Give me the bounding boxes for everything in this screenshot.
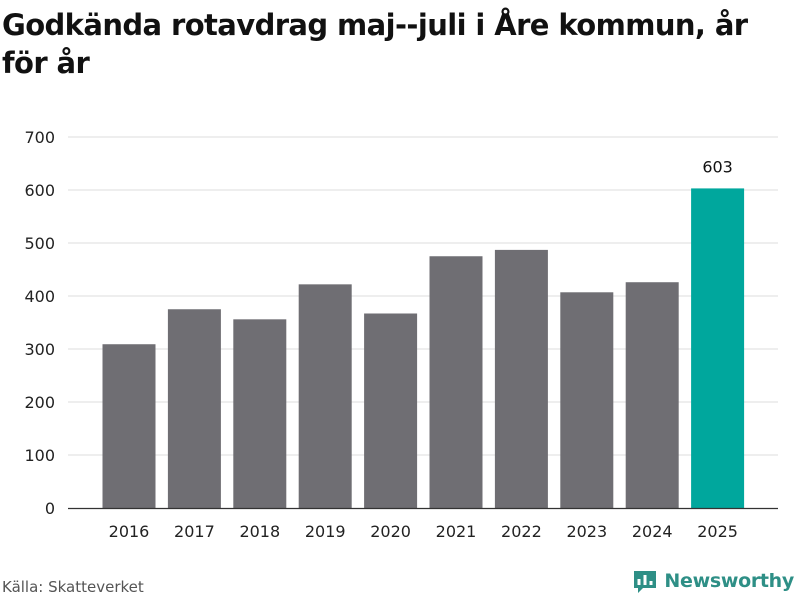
bar-2021	[429, 256, 483, 508]
data-labels: 603	[702, 157, 733, 176]
y-tick-label: 200	[24, 393, 55, 412]
bar-2018	[233, 319, 287, 508]
x-tick-label: 2017	[174, 522, 215, 541]
bar-2025	[691, 188, 745, 508]
y-tick-label: 700	[24, 128, 55, 147]
newsworthy-logo-icon	[634, 571, 657, 593]
x-tick-label: 2019	[305, 522, 346, 541]
x-tick-label: 2021	[436, 522, 477, 541]
x-tick-label: 2024	[632, 522, 673, 541]
bar-2023	[560, 292, 614, 508]
y-tick-label: 400	[24, 287, 55, 306]
x-tick-label: 2022	[501, 522, 542, 541]
x-tick-label: 2023	[566, 522, 607, 541]
bar-2019	[298, 284, 352, 508]
x-tick-label: 2016	[109, 522, 150, 541]
y-axis-ticks: 0 100 200 300 400 500 600 700	[24, 128, 55, 518]
chart-title: Godkända rotavdrag maj--juli i Åre kommu…	[2, 8, 748, 80]
source-note: Källa: Skatteverket	[2, 578, 144, 596]
x-axis-ticks: 2016 2017 2018 2019 2020 2021 2022 2023 2024 2025	[109, 522, 738, 541]
bars	[102, 188, 745, 508]
y-tick-label: 100	[24, 446, 55, 465]
y-tick-label: 600	[24, 181, 55, 200]
bar-2022	[494, 249, 548, 508]
brand-name: Newsworthy	[664, 570, 794, 592]
bar-2020	[364, 313, 418, 508]
bar-2017	[167, 309, 221, 508]
x-tick-label: 2020	[370, 522, 411, 541]
brand[interactable]: Newsworthy	[632, 568, 794, 594]
bar-2024	[625, 282, 679, 508]
y-tick-label: 500	[24, 234, 55, 253]
x-tick-label: 2018	[239, 522, 280, 541]
y-tick-label: 300	[24, 340, 55, 359]
x-tick-label: 2025	[697, 522, 738, 541]
data-label: 603	[702, 157, 733, 176]
bar-2016	[102, 344, 156, 508]
y-tick-label: 0	[45, 499, 55, 518]
